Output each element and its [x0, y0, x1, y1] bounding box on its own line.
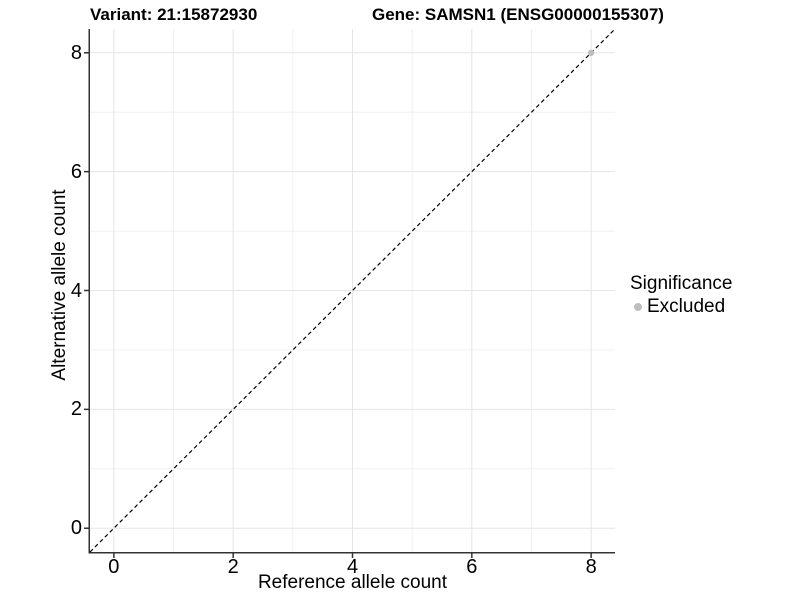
x-tick-label: 6 — [466, 556, 478, 578]
x-axis-title: Reference allele count — [257, 572, 448, 593]
x-tick-label: 0 — [108, 556, 120, 578]
data-point-excluded — [587, 49, 595, 56]
y-tick-label: 0 — [70, 517, 82, 540]
legend: Significance Excluded — [630, 273, 732, 317]
y-tick-label: 2 — [70, 398, 82, 421]
y-axis-title: Alternative allele count — [49, 189, 70, 381]
identity-line — [89, 28, 616, 553]
x-tick-label: 8 — [585, 556, 597, 578]
y-tick-label: 6 — [70, 160, 82, 183]
x-tick-label: 2 — [227, 556, 239, 578]
legend-title: Significance — [630, 273, 733, 294]
legend-item-excluded: Excluded — [630, 296, 732, 317]
plot-title-variant: Variant: 21:15872930 — [90, 5, 258, 24]
plot-title-gene: Gene: SAMSN1 (ENSG00000155307) — [372, 5, 664, 24]
excluded-point-swatch-icon — [634, 302, 642, 311]
legend-item-label: Excluded — [647, 296, 726, 317]
y-tick-label: 8 — [70, 41, 82, 64]
x-tick-label: 4 — [346, 556, 359, 578]
y-tick-label: 4 — [70, 279, 82, 302]
